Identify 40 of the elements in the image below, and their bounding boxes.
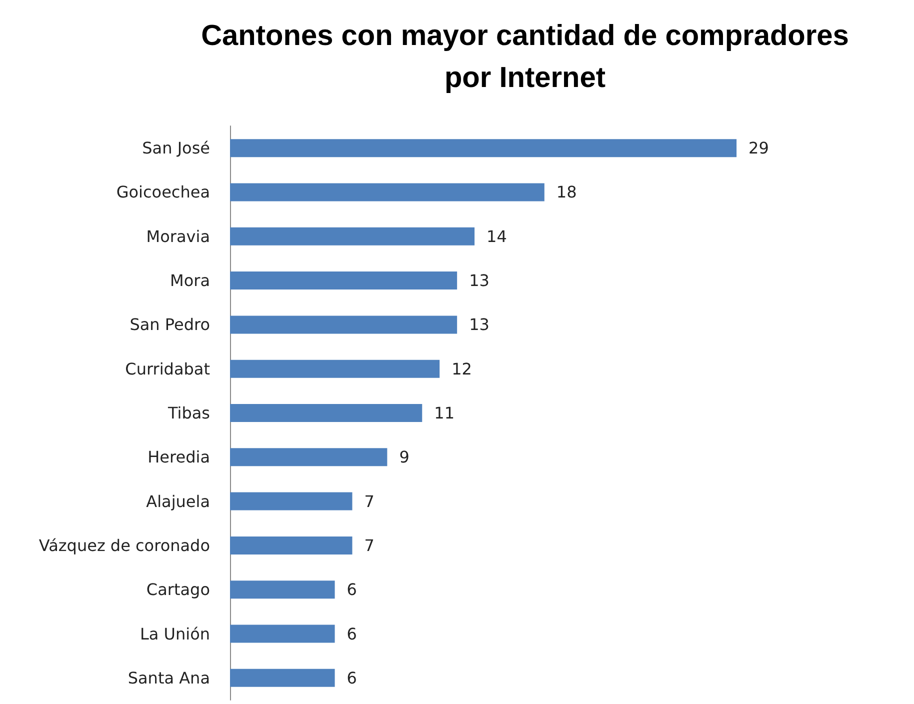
bar (230, 316, 458, 334)
y-tick-label: San Pedro (130, 315, 210, 334)
y-tick-label: Vázquez de coronado (38, 536, 210, 555)
y-tick-label: Heredia (148, 448, 210, 467)
bar (230, 624, 335, 643)
y-tick-label: Moravia (146, 226, 210, 246)
data-label: 6 (346, 624, 357, 644)
bar (230, 492, 352, 510)
bar (230, 536, 352, 554)
bar (230, 139, 737, 158)
bar (230, 227, 475, 246)
bar (230, 668, 335, 687)
y-tick-label: Tibas (166, 404, 210, 422)
bar (230, 360, 440, 378)
data-label: 14 (486, 226, 507, 246)
data-label: 12 (452, 359, 472, 378)
y-tick-label: La Unión (140, 624, 210, 644)
y-tick-label: Cartago (146, 580, 210, 600)
data-label: 13 (469, 271, 490, 290)
y-tick-label: Mora (170, 271, 210, 290)
data-label: 11 (434, 404, 454, 422)
data-label: 7 (364, 492, 374, 511)
data-label: 13 (469, 315, 490, 334)
data-label: 7 (364, 536, 374, 555)
data-label: 18 (556, 182, 577, 202)
bar (230, 183, 544, 202)
bar (230, 580, 335, 599)
bar (230, 448, 388, 466)
bar (230, 404, 422, 422)
y-tick-label: Alajuela (146, 492, 210, 511)
y-tick-label: San José (142, 138, 210, 158)
data-label: 6 (346, 668, 357, 688)
bar (230, 272, 458, 290)
data-label: 9 (399, 448, 410, 467)
data-label: 6 (346, 580, 357, 600)
chart-title: Cantones con mayor cantidad de compradores por Internet (201, 20, 849, 94)
y-tick-label: Curridabat (125, 359, 210, 378)
data-label: 29 (748, 138, 769, 158)
y-tick-label: Santa Ana (128, 668, 210, 688)
y-tick-label: Goicoechea (116, 182, 210, 202)
